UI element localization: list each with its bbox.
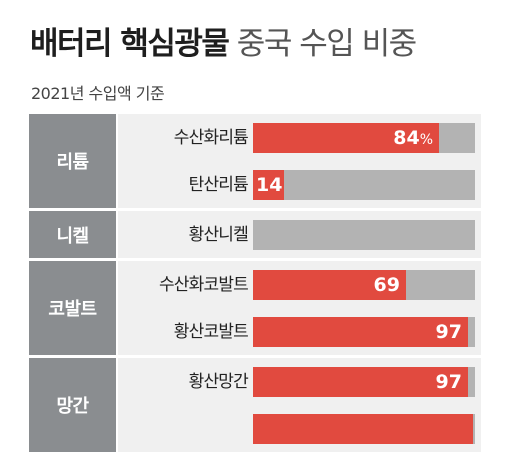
data-label-value: 69	[373, 274, 400, 296]
data-label: 97	[253, 317, 462, 347]
bar-track: 97	[253, 367, 475, 397]
chart-title: 배터리 핵심광물 중국 수입 비중	[30, 24, 417, 64]
data-label: 84%	[253, 123, 433, 153]
data-label: 14	[256, 170, 282, 200]
bar	[253, 414, 473, 444]
data-label-unit: %	[419, 132, 433, 148]
bar-track: 14	[253, 170, 475, 200]
data-label-value: 97	[435, 321, 462, 343]
bar	[253, 170, 284, 200]
group-label: 망간	[29, 358, 116, 452]
bar	[253, 367, 468, 397]
bar	[253, 317, 468, 347]
bar-track	[253, 220, 475, 250]
category-label: 황산망간	[188, 372, 249, 392]
category-label: 탄산리튬	[188, 175, 249, 195]
title-main: 배터리 핵심광물	[30, 26, 230, 62]
bar	[253, 270, 406, 300]
data-label-value: 84	[393, 127, 420, 149]
bar-track: 84%	[253, 123, 475, 153]
group-label: 리튬	[29, 114, 116, 208]
group-label: 코발트	[29, 261, 116, 355]
category-label: 수산화리튬	[173, 128, 249, 148]
chart-subtitle: 2021년 수입액 기준	[31, 84, 165, 103]
bar-chart: 리튬 수산화리튬 84% 탄산리튬 14 니켈 황산니켈 코발트 수산화코발트 69 황산코발트 97…	[29, 114, 481, 452]
data-label-value: 97	[435, 371, 462, 393]
category-label: 황산니켈	[188, 225, 249, 245]
title-sub: 중국 수입 비중	[236, 26, 417, 62]
bar	[253, 123, 439, 153]
bar-track: 97	[253, 317, 475, 347]
bar-track: 69	[253, 270, 475, 300]
bar-track	[253, 414, 475, 444]
data-label: 69	[253, 270, 400, 300]
group-label: 니켈	[29, 211, 116, 258]
category-label: 수산화코발트	[158, 275, 249, 295]
data-label: 97	[253, 367, 462, 397]
category-label: 황산코발트	[173, 322, 249, 342]
data-label-value: 14	[256, 174, 283, 196]
